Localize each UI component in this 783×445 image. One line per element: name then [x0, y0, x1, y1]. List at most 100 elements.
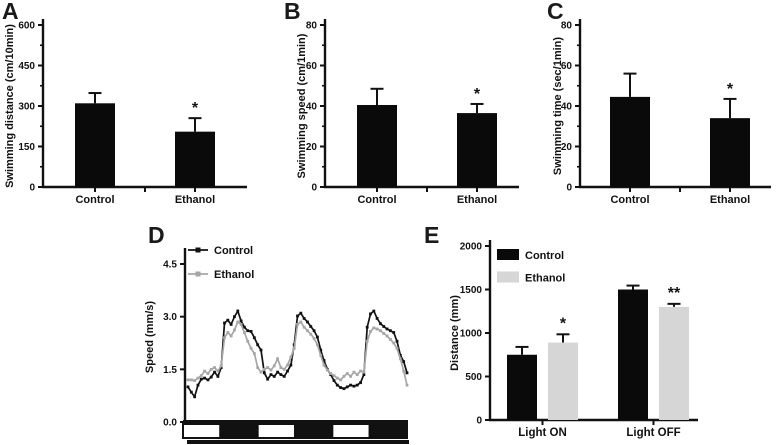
series-marker-ethanol — [246, 339, 250, 343]
series-marker-control — [193, 395, 197, 399]
series-marker-ethanol — [375, 327, 379, 331]
y-axis-label: Swimming speed (cm/1min) — [296, 33, 308, 178]
series-marker-ethanol — [249, 346, 253, 350]
series-marker-ethanol — [382, 332, 386, 335]
y-tick-label: 1.5 — [163, 365, 177, 376]
series-marker-ethanol — [325, 368, 329, 372]
series-marker-ethanol — [186, 378, 190, 382]
series-marker-control — [389, 329, 392, 333]
panel-a-letter: A — [2, 0, 19, 24]
y-tick-label: 40 — [306, 102, 318, 113]
series-marker-ethanol — [402, 369, 406, 373]
series-marker-ethanol — [359, 369, 362, 373]
panel-b-letter: B — [284, 0, 301, 24]
series-marker-control — [379, 322, 382, 326]
series-marker-control — [362, 373, 366, 376]
series-marker-control — [402, 360, 406, 364]
panel-c-chart: 0 20 40 60 80 Control * Ethanol Swimming time (s… — [552, 19, 771, 206]
series-marker-ethanol — [262, 367, 266, 371]
series-marker-control — [319, 348, 323, 352]
series-marker-control — [349, 383, 352, 387]
series-marker-control — [306, 320, 309, 324]
y-tick-label: 60 — [306, 61, 318, 72]
y-tick-label: 80 — [306, 21, 318, 32]
category-label: Ethanol — [710, 194, 750, 206]
series-marker-ethanol — [309, 332, 313, 336]
y-tick-label: 20 — [561, 142, 573, 153]
series-marker-control — [206, 378, 210, 382]
series-marker-ethanol — [216, 369, 220, 373]
series-marker-ethanol — [279, 366, 283, 369]
series-marker-control — [369, 312, 372, 316]
y-tick-label: 0 — [566, 183, 572, 194]
series-marker-ethanol — [395, 346, 399, 350]
y-tick-label: 80 — [561, 21, 573, 32]
series-marker-ethanol — [372, 326, 376, 330]
light-cycle-block-dark — [368, 423, 409, 439]
series-marker-control — [279, 373, 283, 376]
y-tick-label: 40 — [561, 102, 573, 113]
series-marker-control — [405, 371, 409, 375]
y-tick-label: 20 — [306, 142, 318, 153]
y-axis-label: Swimming distance (cm/10min) — [4, 24, 16, 188]
significance-mark: * — [474, 86, 481, 103]
series-marker-ethanol — [316, 343, 319, 347]
y-tick-label: 0 — [476, 416, 482, 427]
series-marker-ethanol — [289, 355, 293, 359]
series-marker-ethanol — [213, 366, 216, 369]
series-marker-control — [256, 343, 260, 347]
category-label: Control — [75, 194, 114, 206]
y-axis-label: Distance (mm) — [449, 295, 461, 371]
series-marker-ethanol — [355, 373, 359, 376]
series-marker-control — [322, 359, 326, 362]
series-marker-control — [266, 377, 270, 381]
series-marker-ethanol — [286, 363, 289, 367]
legend-label: Ethanol — [525, 273, 565, 285]
series-marker-ethanol — [362, 370, 366, 374]
series-marker-control — [286, 369, 289, 373]
panel-a: 0 150 300 450 600 Control * Ethanol Swimming dis… — [0, 0, 261, 222]
series-marker-ethanol — [379, 329, 382, 333]
y-tick-label: 4.5 — [163, 260, 177, 271]
series-marker-ethanol — [266, 366, 270, 369]
series-marker-ethanol — [236, 320, 240, 324]
series-marker-ethanol — [259, 370, 263, 374]
legend-label: Ethanol — [214, 269, 254, 281]
category-label: Control — [610, 194, 649, 206]
bar-control-light-on — [507, 354, 537, 420]
series-marker-control — [246, 329, 250, 333]
series-marker-ethanol — [302, 325, 306, 329]
y-tick-label: 3.0 — [163, 312, 177, 323]
series-marker-control — [385, 327, 389, 331]
legend-label: Control — [525, 250, 564, 262]
light-cycle-block-light — [256, 423, 296, 439]
series-marker-ethanol — [365, 339, 369, 343]
series-marker-control — [229, 322, 233, 326]
series-marker-ethanol — [229, 334, 233, 338]
series-line-ethanol — [188, 320, 408, 386]
series-marker-ethanol — [209, 367, 213, 371]
series-marker-control — [236, 309, 240, 313]
series-marker-ethanol — [405, 383, 409, 387]
bar-ethanol — [457, 113, 497, 187]
series-marker-control — [365, 325, 369, 329]
series-marker-control — [375, 317, 379, 320]
series-marker-ethanol — [276, 357, 279, 361]
series-marker-control — [282, 374, 286, 378]
series-marker-control — [398, 353, 402, 357]
series-marker-ethanol — [193, 379, 197, 382]
y-tick-label: 60 — [561, 61, 573, 72]
y-tick-label: 600 — [18, 21, 35, 32]
series-marker-control — [186, 385, 190, 389]
light-cycle-block-dark — [219, 423, 259, 439]
series-marker-ethanol — [352, 370, 356, 374]
series-marker-ethanol — [345, 372, 349, 375]
series-marker-control — [196, 383, 200, 387]
panel-e: 0 500 1000 1500 2000 Control * ** Ethanol Light O… — [420, 222, 783, 445]
series-marker-ethanol — [239, 322, 243, 326]
series-marker-control — [189, 390, 193, 394]
series-marker-control — [203, 376, 206, 380]
series-marker-control — [276, 370, 279, 374]
series-marker-control — [372, 309, 376, 313]
